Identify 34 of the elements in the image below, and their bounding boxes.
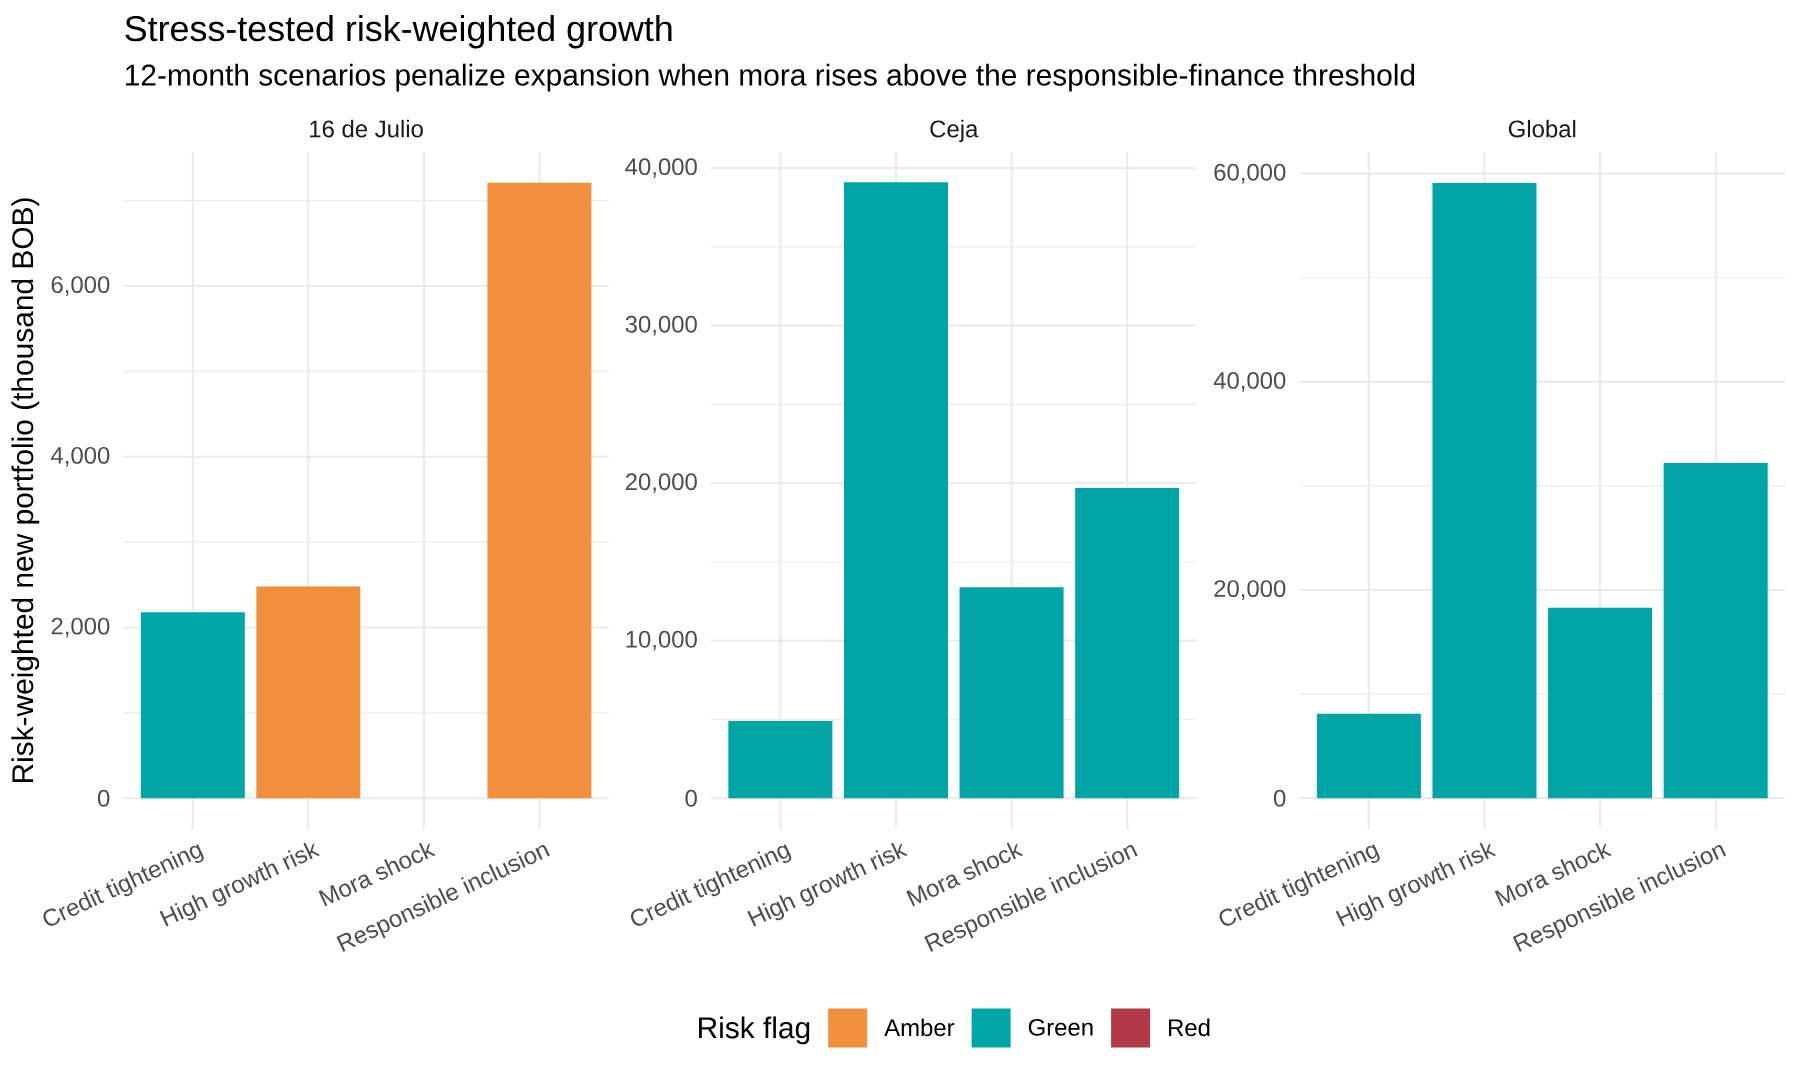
y-tick-label: 10,000 [626,630,697,651]
y-tick-label: 20,000 [1214,580,1286,600]
text: 12-month scenarios penalize expansion when mora rises above the responsible-finance threshold [125,63,1415,92]
bar [1075,487,1180,799]
legend-title: Risk flag [699,1016,810,1045]
y-axis-title: Risk-weighted new portfolio (thousand BOB) [11,198,40,783]
y-tick-label: 0 [685,789,697,807]
y-tick-label: 20,000 [625,473,697,494]
bar [959,587,1064,799]
bar [140,612,245,799]
bar [1432,183,1537,799]
legend-label: Green [1028,1018,1093,1036]
text: Global [1508,119,1576,138]
y-tick-label: 60,000 [1214,163,1286,184]
legend-label: Red [1169,1018,1210,1037]
text: 16 de Julio [310,119,423,138]
bar [728,721,833,799]
text: Ceja [930,119,979,143]
y-tick-label: 0 [97,789,110,807]
bar [1548,607,1653,799]
bar [487,182,592,799]
bar [256,586,361,799]
bar [843,182,948,799]
chart-title: Stress-tested risk-weighted growth [125,15,672,49]
legend-label: Amber [884,1018,955,1037]
y-tick-label: 4,000 [51,446,110,467]
y-tick-label: 2,000 [51,617,110,638]
y-tick-label: 40,000 [1213,371,1286,392]
y-tick-label: 6,000 [51,276,110,296]
y-tick-label: 40,000 [625,158,697,178]
bar [1316,713,1421,799]
bar [1663,463,1768,799]
y-tick-label: 0 [1273,789,1286,807]
y-tick-label: 30,000 [625,315,697,336]
